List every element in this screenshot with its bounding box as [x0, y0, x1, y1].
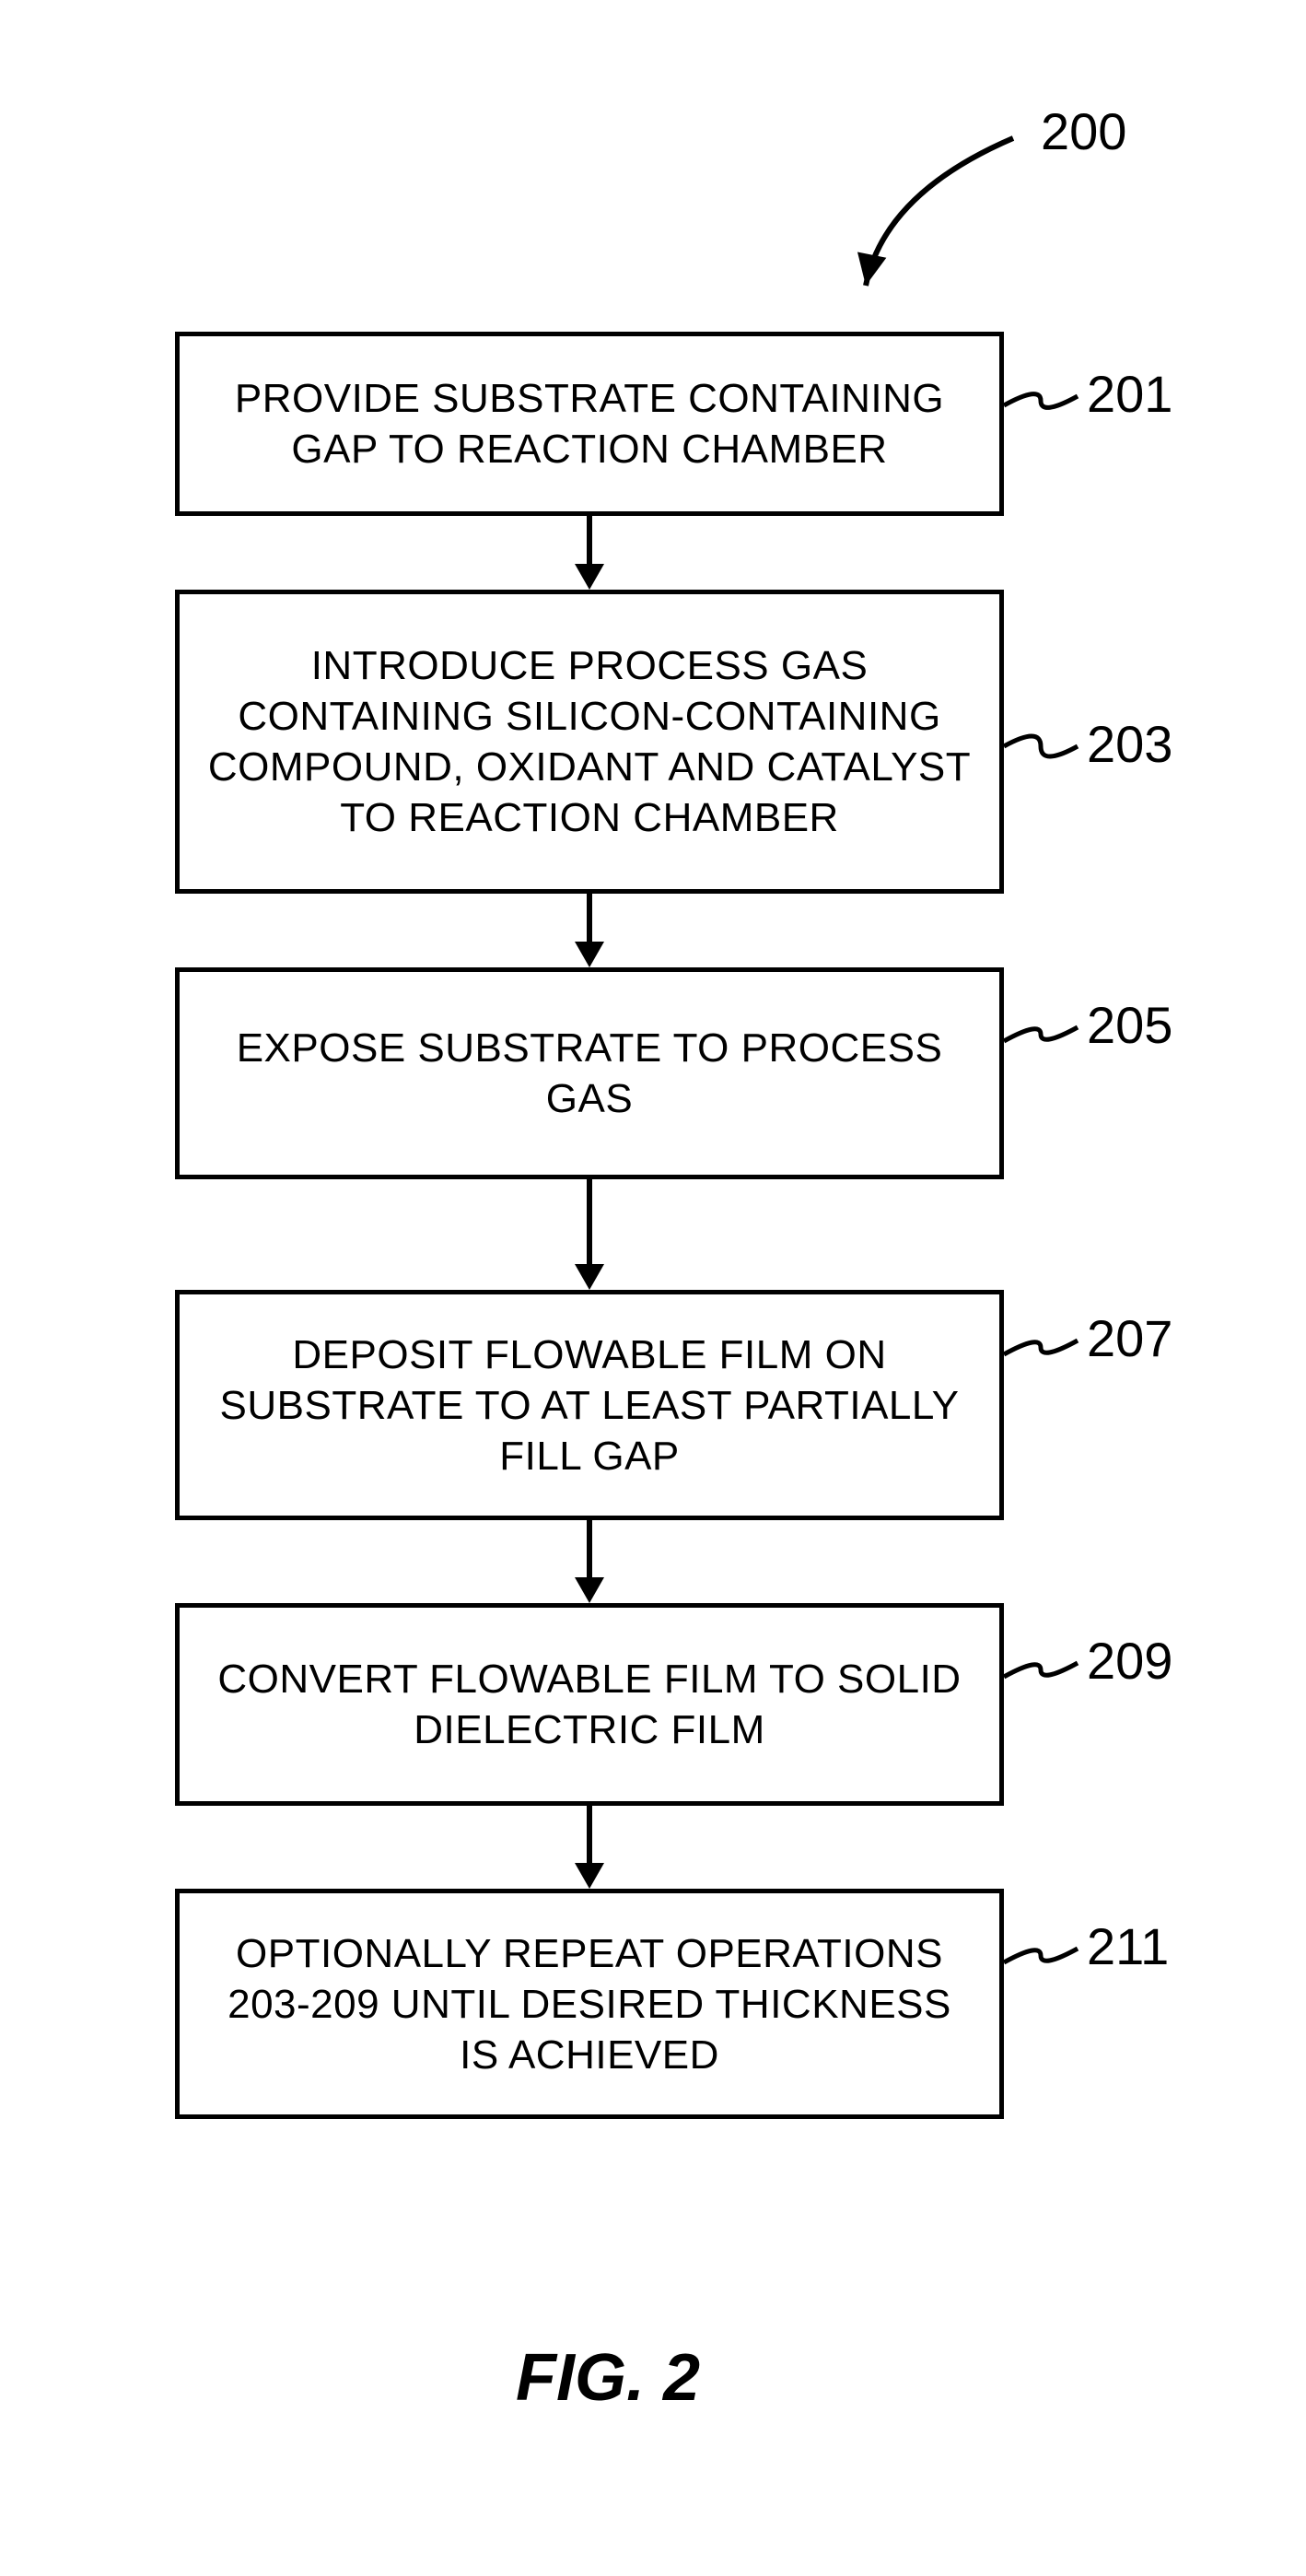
- connector-shaft: [587, 1179, 592, 1264]
- connector-arrowhead: [575, 942, 604, 967]
- connector-arrowhead: [575, 1863, 604, 1889]
- connector-shaft: [587, 1520, 592, 1577]
- connector-shaft: [587, 1806, 592, 1863]
- connector-arrowhead: [575, 1264, 604, 1290]
- connector-shaft: [587, 516, 592, 564]
- connector-arrowhead: [575, 564, 604, 590]
- flowchart-figure: 200PROVIDE SUBSTRATE CONTAINING GAP TO R…: [0, 0, 1306, 2576]
- connector-shaft: [587, 894, 592, 942]
- connector-arrowhead: [575, 1577, 604, 1603]
- leader-line: [0, 0, 1306, 2576]
- figure-caption: FIG. 2: [516, 2340, 700, 2416]
